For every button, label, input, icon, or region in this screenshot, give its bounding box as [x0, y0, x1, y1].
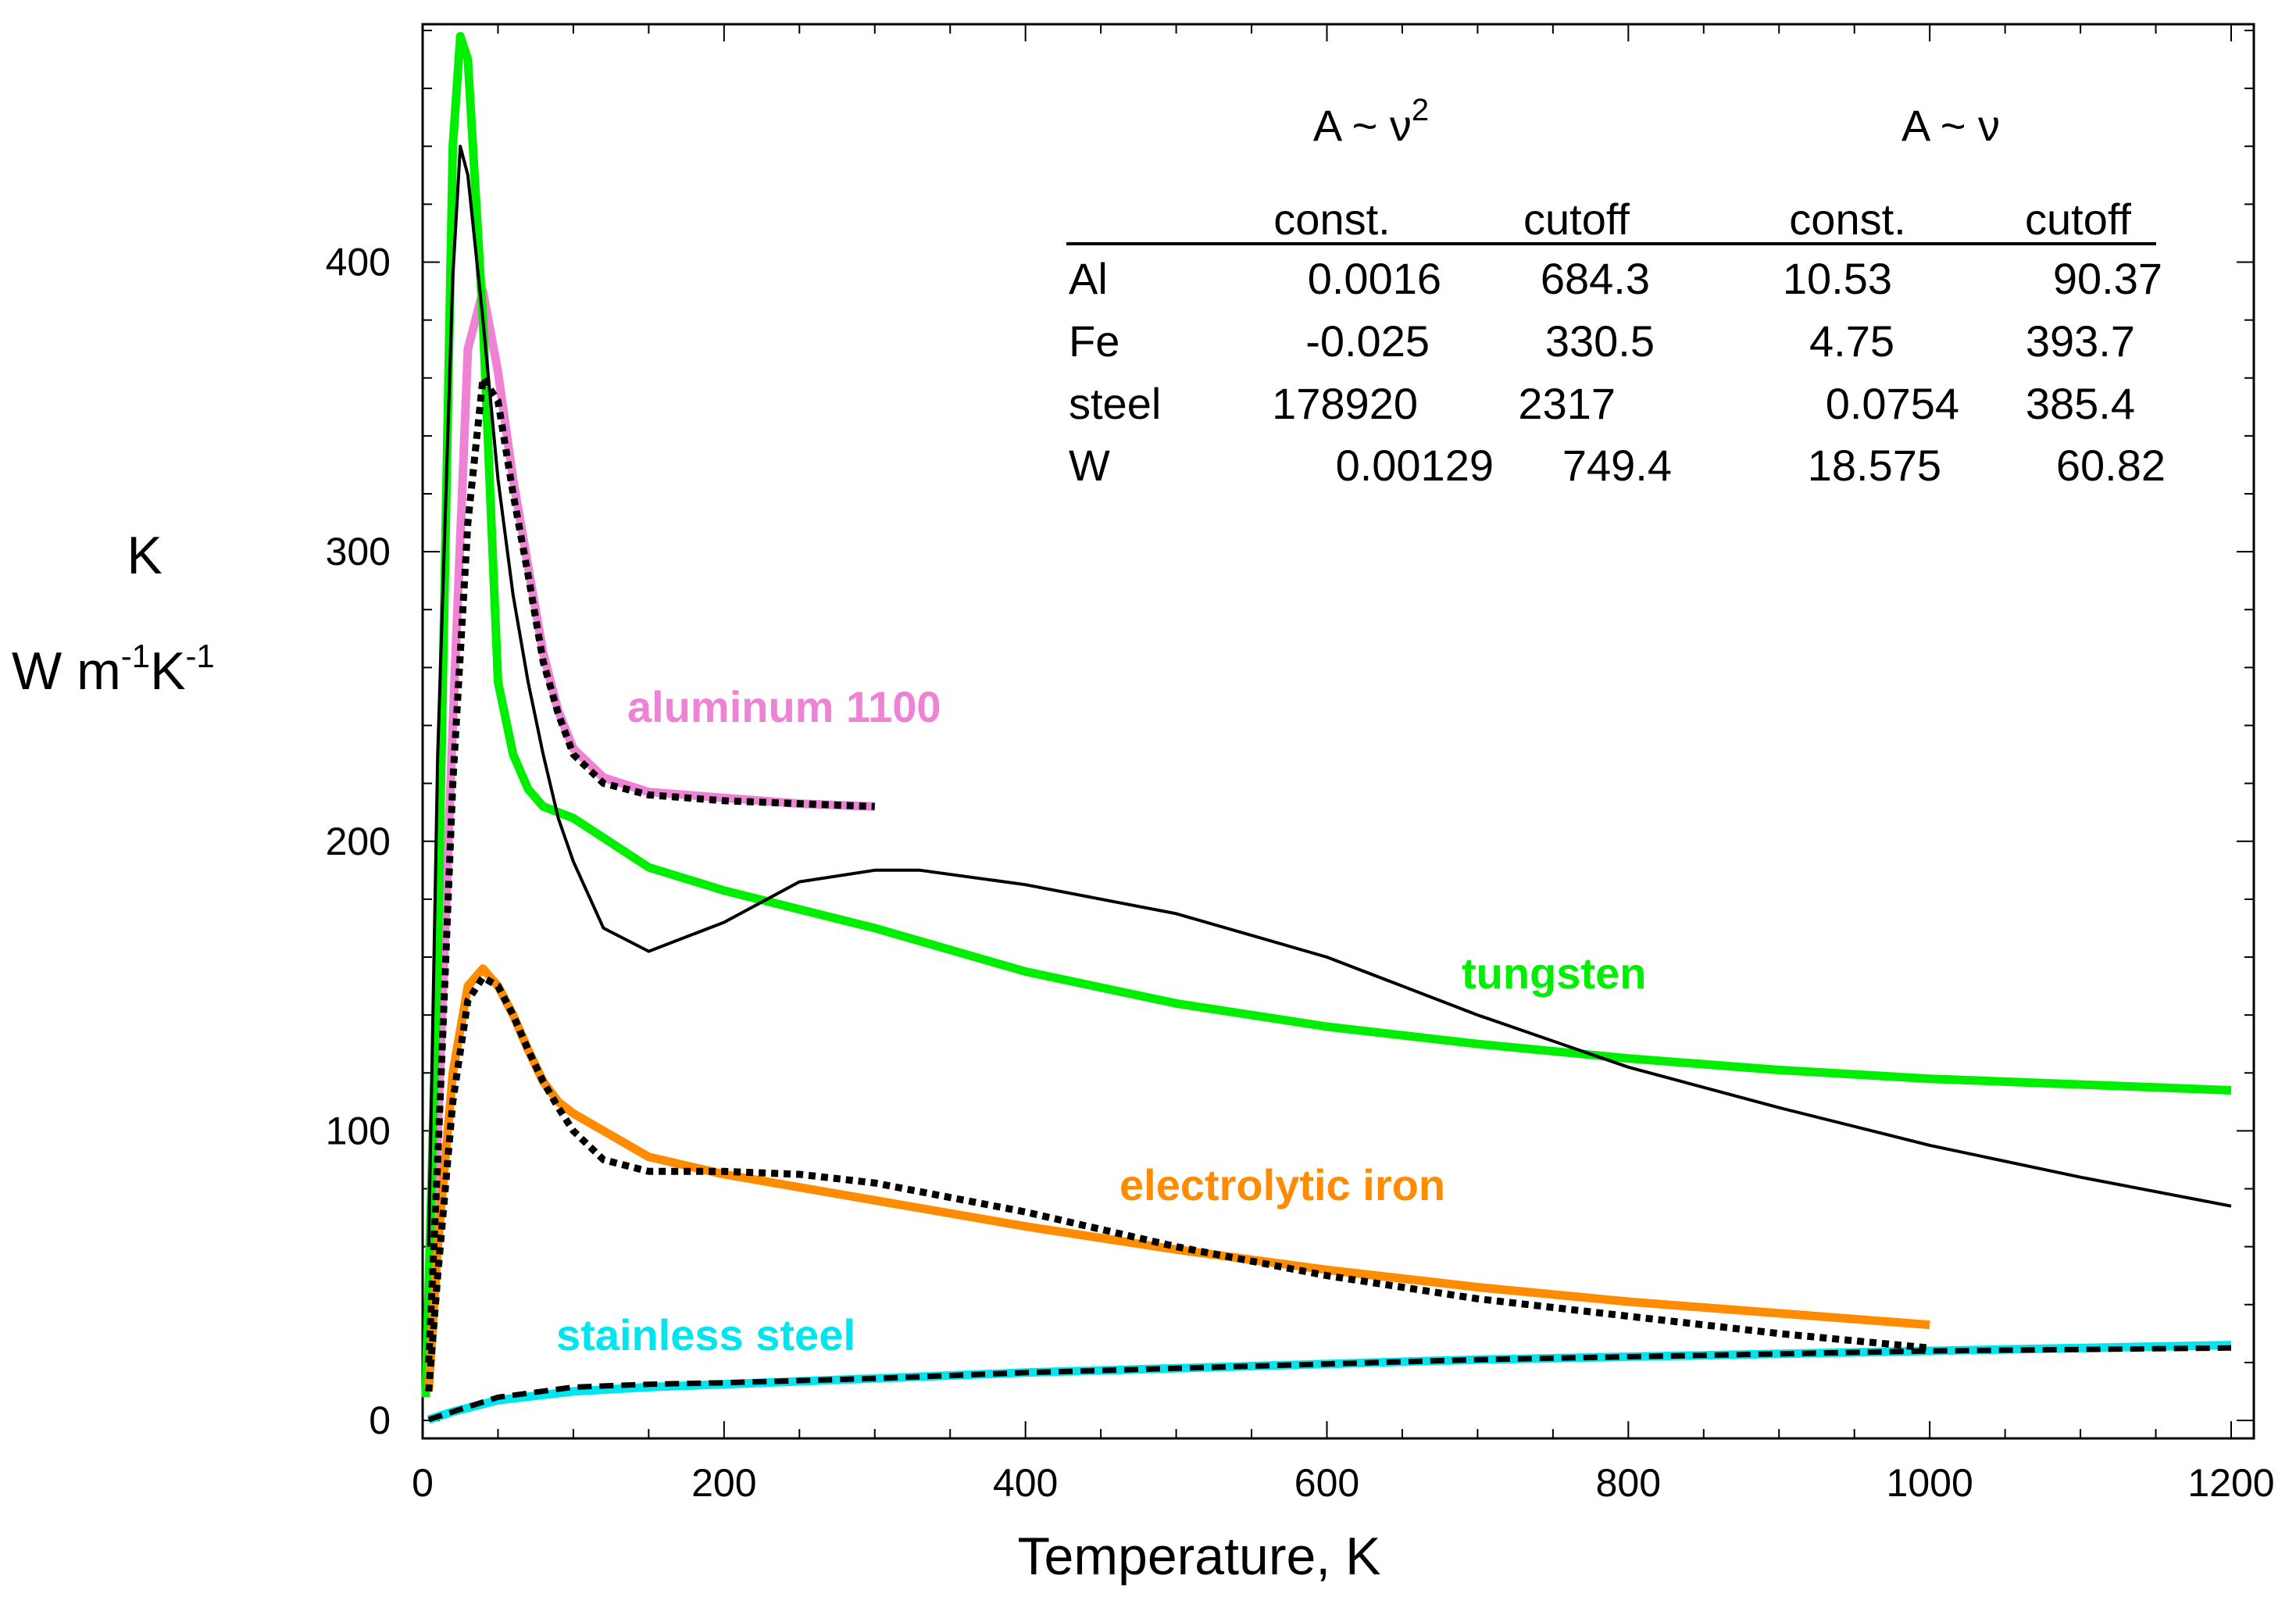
y-axis-symbol: K — [127, 526, 162, 585]
x-tick-label: 1000 — [1887, 1461, 1973, 1505]
series-aluminum-1100-fit — [425, 374, 875, 1363]
x-tick-label: 1200 — [2187, 1461, 2274, 1505]
cell-w-const2: 18.575 — [1808, 441, 1941, 490]
cell-steel-cutoff2: 385.4 — [2026, 379, 2135, 428]
cell-fe-cutoff2: 393.7 — [2026, 316, 2135, 366]
cell-steel-const2: 0.0754 — [1826, 379, 1959, 428]
col-header-const-1: const. — [1273, 195, 1390, 244]
cell-steel-cutoff1: 2317 — [1518, 379, 1616, 428]
y-tick-label: 400 — [326, 241, 391, 284]
series-tungsten-fit — [427, 145, 2232, 1247]
y-units-mid: K — [150, 641, 185, 701]
series-tungsten — [421, 31, 2232, 1398]
x-axis-title: Temperature, K — [1018, 1527, 1381, 1586]
cell-fe-cutoff1: 330.5 — [1545, 316, 1655, 366]
tick-labels: 0 200 400 600 800 1000 1200 0 100 200 300 400 — [326, 241, 2275, 1506]
cell-fe-const1: -0.025 — [1305, 316, 1430, 366]
x-tick-label: 200 — [691, 1461, 756, 1505]
x-tick-label: 400 — [993, 1461, 1058, 1505]
x-tick-label: 600 — [1294, 1461, 1359, 1505]
label-stainless-steel: stainless steel — [556, 1310, 855, 1359]
series-stainless-steel-fit — [427, 1345, 2232, 1423]
cell-al-const2: 10.53 — [1783, 254, 1892, 303]
plot-frame — [421, 23, 2255, 1440]
fit-parameter-table: A ~ ν2 A ~ ν const. cutoff const. cutoff… — [1066, 93, 2166, 490]
label-aluminum-1100: aluminum 1100 — [627, 682, 941, 731]
row-label-fe: Fe — [1069, 316, 1119, 366]
x-tick-label: 800 — [1596, 1461, 1661, 1505]
y-units-base: W m — [12, 641, 121, 701]
series-electrolytic-iron — [424, 964, 1930, 1392]
table-header-nu2-base: A ~ ν — [1313, 101, 1412, 150]
col-header-cutoff-1: cutoff — [1523, 195, 1630, 244]
label-tungsten: tungsten — [1462, 949, 1646, 998]
cell-fe-const2: 4.75 — [1809, 316, 1894, 366]
series-lines — [421, 31, 2232, 1424]
y-tick-label: 100 — [326, 1109, 391, 1152]
series-electrolytic-iron-fit — [425, 974, 1930, 1392]
row-label-al: Al — [1069, 254, 1108, 303]
cell-al-cutoff1: 684.3 — [1541, 254, 1650, 303]
col-header-const-2: const. — [1789, 195, 1905, 244]
cell-al-cutoff2: 90.37 — [2053, 254, 2162, 303]
cell-w-cutoff2: 60.82 — [2056, 441, 2166, 490]
x-tick-label: 0 — [412, 1461, 434, 1505]
table-header-nu2-sup: 2 — [1412, 93, 1429, 127]
cell-al-const1: 0.0016 — [1308, 254, 1441, 303]
cell-w-const1: 0.00129 — [1336, 441, 1494, 490]
y-units-exp1: -1 — [121, 638, 150, 674]
y-tick-label: 0 — [369, 1399, 391, 1442]
y-tick-label: 300 — [326, 530, 391, 573]
table-header-nu2: A ~ ν2 — [1313, 93, 1429, 150]
cell-steel-const1: 178920 — [1272, 379, 1418, 428]
col-header-cutoff-2: cutoff — [2025, 195, 2131, 244]
table-header-nu: A ~ ν — [1901, 101, 2000, 150]
row-label-w: W — [1069, 441, 1110, 490]
y-tick-label: 200 — [326, 820, 391, 863]
y-units-exp2: -1 — [185, 638, 214, 674]
y-axis-units: W m-1K-1 — [12, 638, 215, 701]
cell-w-cutoff1: 749.4 — [1562, 441, 1672, 490]
row-label-steel: steel — [1069, 379, 1161, 428]
label-electrolytic-iron: electrolytic iron — [1119, 1160, 1445, 1209]
